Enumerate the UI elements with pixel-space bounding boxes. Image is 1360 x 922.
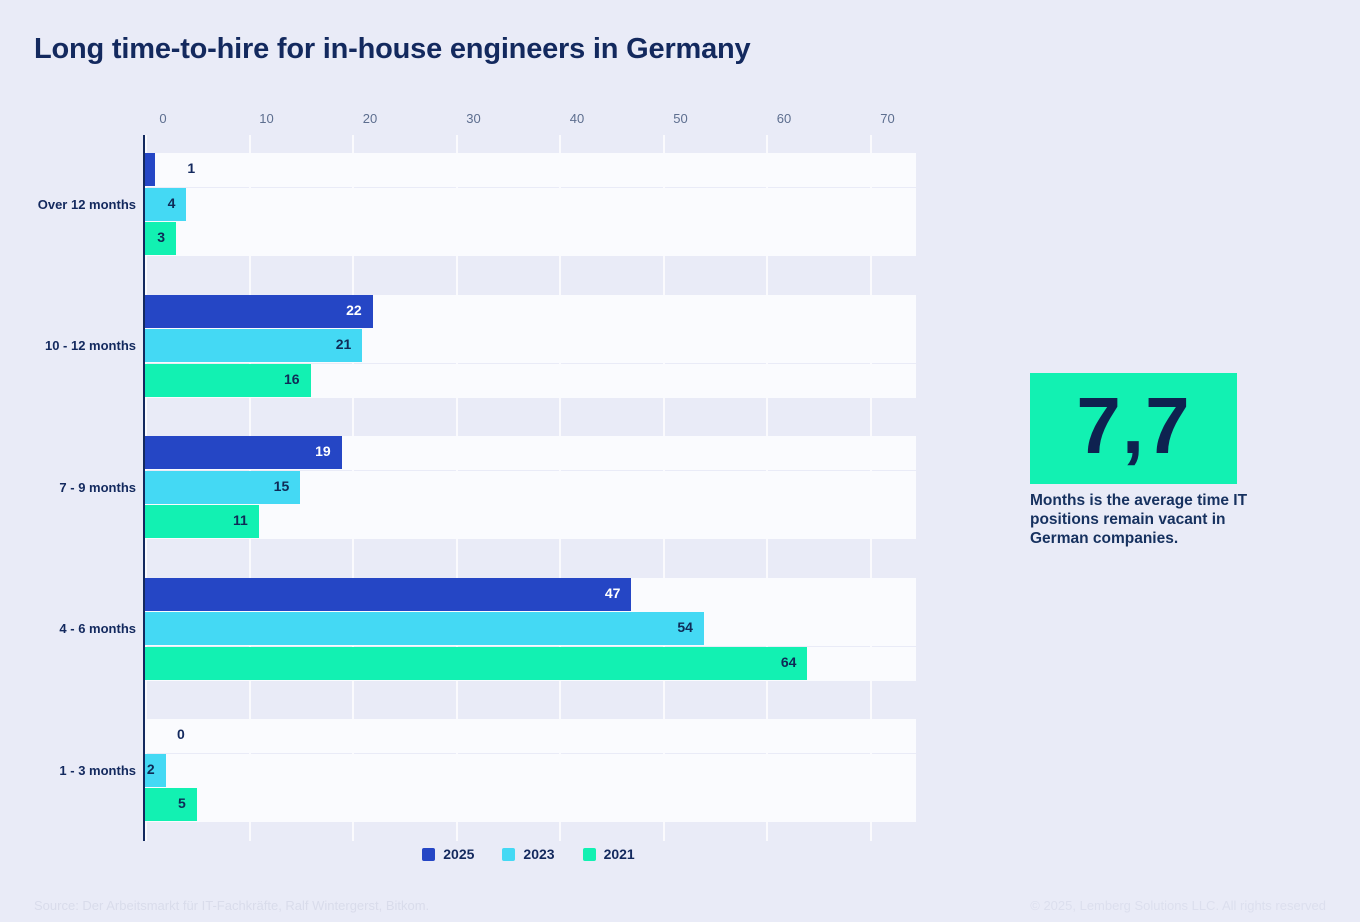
bar-track: 2 [145, 753, 916, 788]
legend-label: 2025 [443, 846, 475, 862]
x-axis-tick-label: 60 [776, 111, 792, 126]
x-axis-tick-label: 70 [880, 111, 895, 126]
category-label: Over 12 months [37, 196, 136, 212]
bar-track: 0 [145, 719, 916, 753]
bar-2023 [145, 329, 363, 363]
bar-2023 [145, 753, 166, 787]
bar-2023 [145, 187, 187, 221]
bar-2021 [145, 646, 808, 680]
bar-2025 [145, 436, 342, 469]
bar-value-label: 4 [167, 194, 176, 211]
legend-label: 2021 [603, 846, 635, 862]
bar-value-label: 64 [780, 653, 797, 670]
bar-2025 [145, 294, 373, 328]
bar-value-label: 15 [273, 477, 290, 494]
x-axis-tick-label: 50 [673, 111, 688, 126]
legend-item-2025: 2025 [422, 846, 474, 862]
bar-track: 64 [145, 646, 916, 681]
highlight-value-box: 7,7 [1030, 373, 1237, 484]
bar-value-label: 19 [315, 443, 331, 459]
bar-track: 5 [145, 788, 916, 823]
bar-track: 4 [145, 187, 916, 222]
bar-track: 15 [145, 470, 916, 505]
bar-2023 [145, 470, 301, 504]
bar-track: 3 [145, 222, 916, 257]
bar-track: 16 [145, 363, 916, 398]
bar-value-label: 5 [177, 795, 186, 812]
bar-track: 22 [145, 294, 916, 329]
source-note: Source: Der Arbeitsmarkt für IT-Fachkräf… [34, 898, 430, 913]
bar-track: 1 [145, 153, 916, 187]
bar-track: 21 [145, 329, 916, 364]
bar-2025 [145, 153, 156, 186]
legend-item-2023: 2023 [502, 846, 555, 862]
x-axis-tick-label: 40 [569, 111, 585, 126]
bar-value-label: 16 [284, 370, 300, 387]
x-axis-tick-label: 30 [466, 111, 481, 126]
bar-value-label: 47 [604, 584, 621, 601]
bar-value-label: 2 [146, 760, 155, 777]
copyright-note: © 2025, Lemberg Solutions LLC. All right… [1030, 898, 1326, 913]
legend-item-2021: 2021 [582, 846, 635, 862]
legend-label: 2023 [523, 846, 555, 862]
category-label: 10 - 12 months [44, 338, 136, 354]
bar-track: 11 [145, 505, 916, 540]
bar-chart-plot-area: 0 10 20 30 40 50 60 70 Over 12 months 1 4 3 10 - 12 … [38, 111, 916, 841]
bar-track: 47 [145, 577, 916, 612]
category-label: 4 - 6 months [59, 621, 136, 637]
bar-2021 [145, 363, 311, 397]
bar-value-label: 3 [157, 229, 166, 246]
x-axis-tick-label: 10 [259, 111, 274, 126]
bar-2025 [145, 577, 632, 611]
bar-2021 [145, 788, 197, 822]
category-label: 1 - 3 months [59, 762, 136, 778]
bar-value-label: 1 [187, 160, 196, 176]
bar-value-label: 54 [677, 619, 693, 636]
bar-2021 [145, 222, 177, 256]
bar-track: 54 [145, 612, 916, 647]
bar-value-label: 11 [233, 512, 248, 529]
highlight-value: 7,7 [1076, 380, 1191, 470]
bar-value-label: 0 [177, 726, 185, 742]
x-axis-tick-label: 20 [362, 111, 378, 126]
bar-track: 19 [145, 436, 916, 470]
legend-swatch-2021 [582, 847, 596, 861]
bar-2021 [145, 505, 259, 539]
legend-swatch-2025 [422, 847, 436, 861]
bar-value-label: 22 [346, 301, 362, 318]
legend-swatch-2023 [502, 847, 516, 861]
category-label: 7 - 9 months [59, 479, 136, 495]
x-axis-tick-label: 0 [159, 111, 167, 126]
bar-value-label: 21 [335, 336, 352, 353]
chart-legend: 2025 2023 2021 [143, 846, 914, 862]
bar-2023 [145, 612, 704, 646]
page-title: Long time-to-hire for in-house engineers… [34, 33, 751, 65]
highlight-description: Months is the average time IT positions … [1030, 492, 1248, 547]
